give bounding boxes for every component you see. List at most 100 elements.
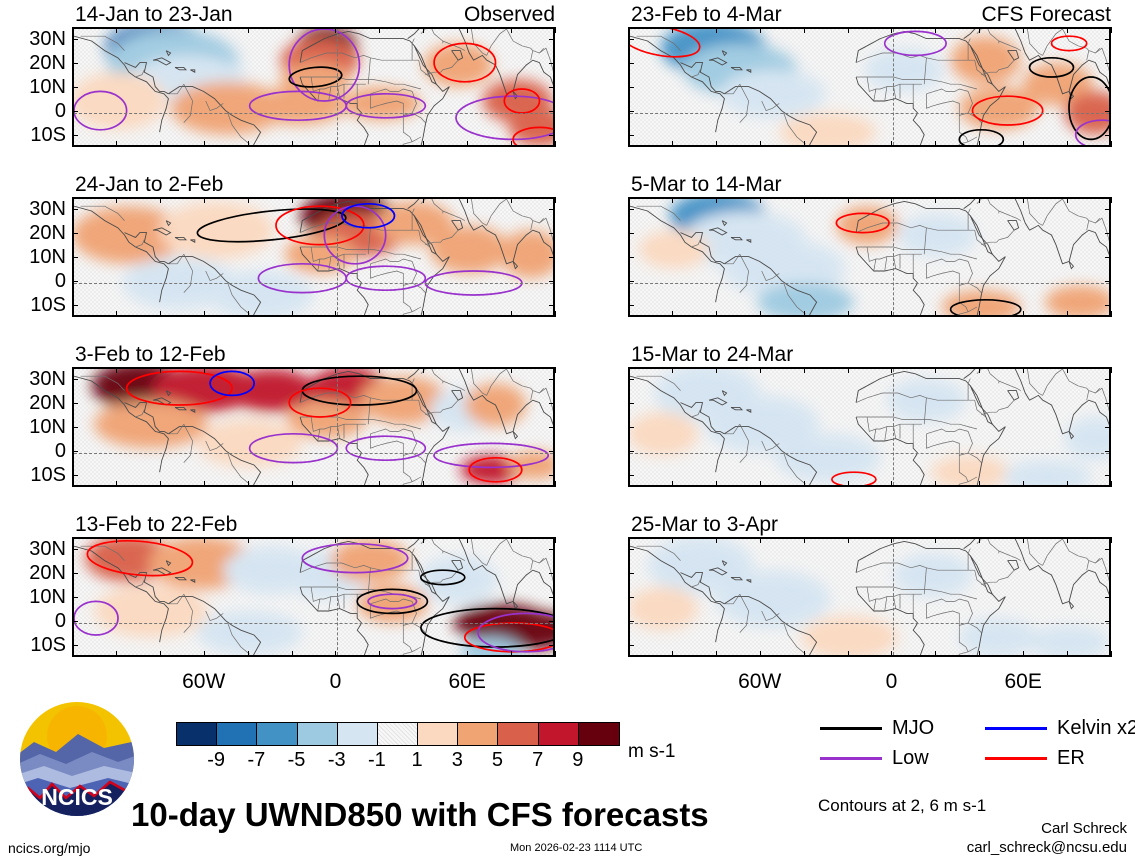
- x-tick: [628, 311, 629, 317]
- panel-title: 23-Feb to 4-Mar: [631, 3, 782, 26]
- x-tick: [159, 27, 161, 33]
- y-tick: [549, 209, 555, 210]
- y-tick: [549, 257, 555, 258]
- equator-line: [630, 623, 1109, 624]
- x-tick: [555, 537, 556, 543]
- prime-meridian-line: [893, 369, 895, 485]
- colorbar-tick-label: 7: [532, 749, 544, 771]
- y-tick: [628, 645, 634, 646]
- x-tick: [1111, 27, 1112, 33]
- x-tick: [759, 537, 761, 543]
- y-tick: [549, 645, 555, 646]
- x-tick: [291, 367, 293, 373]
- y-tick: [549, 111, 555, 112]
- y-tick: [628, 281, 634, 282]
- x-tick: [803, 481, 805, 487]
- panel-title: 15-Mar to 24-Mar: [631, 343, 794, 366]
- y-tick: [72, 209, 78, 210]
- y-tick: [72, 403, 78, 404]
- x-tick: [72, 367, 73, 373]
- x-tick: [335, 651, 337, 657]
- x-tick: [555, 311, 556, 317]
- x-axis-label: 0: [885, 670, 898, 693]
- y-tick: [628, 451, 634, 452]
- colorbar-strip: [176, 722, 620, 746]
- x-tick: [1111, 537, 1112, 543]
- x-tick: [715, 27, 717, 33]
- y-tick: [549, 135, 555, 136]
- anomaly-map: [72, 27, 555, 147]
- x-tick: [423, 537, 425, 543]
- y-tick: [1105, 621, 1111, 622]
- x-tick: [891, 141, 893, 147]
- anomaly-map: [628, 367, 1111, 487]
- x-tick: [379, 651, 381, 657]
- colorbar-unit-label: m s-1: [628, 741, 676, 762]
- y-tick: [628, 39, 634, 40]
- y-tick: [628, 475, 634, 476]
- y-tick: [1105, 645, 1111, 646]
- x-tick: [1067, 651, 1069, 657]
- y-axis-label: 20N: [29, 392, 66, 414]
- x-tick: [847, 197, 849, 203]
- x-tick: [115, 651, 117, 657]
- x-axis-label: 0: [329, 670, 342, 693]
- anomaly-map: [628, 27, 1111, 147]
- x-tick: [891, 27, 893, 33]
- y-axis-label: 30N: [29, 28, 66, 50]
- equator-line: [74, 283, 553, 284]
- x-tick: [511, 481, 513, 487]
- x-tick: [511, 367, 513, 373]
- y-tick: [549, 597, 555, 598]
- coastlines: [74, 539, 553, 655]
- x-tick: [511, 27, 513, 33]
- x-tick: [159, 311, 161, 317]
- x-tick: [379, 27, 381, 33]
- y-tick: [628, 427, 634, 428]
- equator-line: [74, 113, 553, 114]
- y-tick: [628, 597, 634, 598]
- x-tick: [759, 481, 761, 487]
- x-tick: [759, 141, 761, 147]
- y-axis-label: 20N: [29, 222, 66, 244]
- x-tick: [203, 27, 205, 33]
- x-tick: [115, 367, 117, 373]
- y-tick: [628, 621, 634, 622]
- x-tick: [671, 537, 673, 543]
- x-tick: [203, 367, 205, 373]
- x-tick: [935, 481, 937, 487]
- x-tick: [203, 481, 205, 487]
- x-tick: [1111, 197, 1112, 203]
- x-tick: [203, 537, 205, 543]
- y-axis-label: 10S: [30, 294, 66, 316]
- x-tick: [423, 311, 425, 317]
- x-tick: [847, 651, 849, 657]
- y-tick: [1105, 475, 1111, 476]
- x-tick: [72, 537, 73, 543]
- x-tick: [115, 197, 117, 203]
- x-tick: [379, 311, 381, 317]
- x-tick: [159, 141, 161, 147]
- colorbar-segment: [578, 723, 619, 745]
- anomaly-shading: [630, 369, 1109, 485]
- x-tick: [291, 27, 293, 33]
- x-tick: [1067, 537, 1069, 543]
- x-tick: [1111, 481, 1112, 487]
- x-tick: [467, 27, 469, 33]
- site-link[interactable]: ncics.org/mjo: [8, 840, 91, 856]
- panel-title: 13-Feb to 22-Feb: [75, 513, 238, 536]
- x-tick: [715, 537, 717, 543]
- x-tick: [115, 481, 117, 487]
- y-tick: [549, 549, 555, 550]
- x-tick: [803, 27, 805, 33]
- equator-line: [630, 453, 1109, 454]
- x-tick: [715, 141, 717, 147]
- x-tick: [379, 367, 381, 373]
- x-tick: [759, 197, 761, 203]
- x-tick: [891, 197, 893, 203]
- x-tick: [247, 311, 249, 317]
- page-title: 10-day UWND850 with CFS forecasts: [131, 796, 709, 833]
- x-tick: [423, 197, 425, 203]
- y-tick: [549, 233, 555, 234]
- x-tick: [979, 367, 981, 373]
